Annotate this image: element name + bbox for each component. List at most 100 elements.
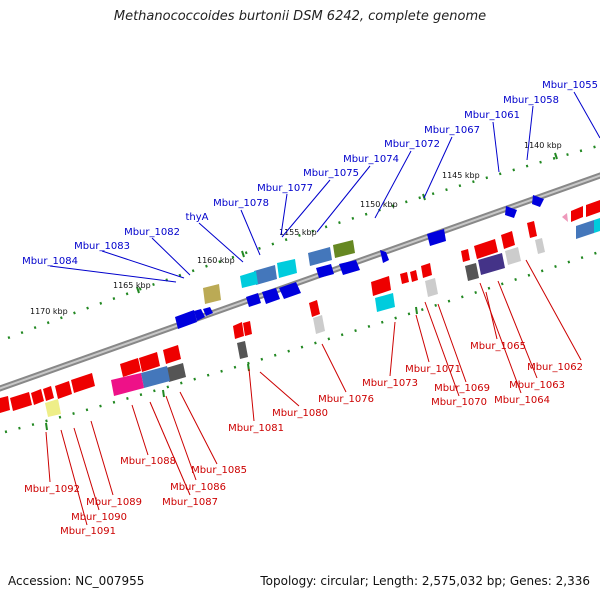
gene-arrow [163,345,181,364]
top-leader-lines [49,91,600,283]
gene-arrow [400,272,409,284]
gene-arrow [594,218,600,233]
gene-label: Mbur_1092 [24,484,80,495]
gene-label: Mbur_1080 [272,408,328,419]
bottom-strand-genes[interactable] [0,221,545,417]
gene-label: Mbur_1085 [191,465,247,476]
gene-label: Mbur_1065 [470,341,526,352]
gene-label: Mbur_1072 [384,139,440,150]
gene-arrow [203,307,213,316]
gene-label: Mbur_1064 [494,395,550,406]
scale-label-1150: 1150 kbp [360,200,398,209]
gene-arrow [203,284,221,304]
gene-arrow [71,373,95,393]
gene-arrow [308,247,332,266]
gene-label: Mbur_1061 [464,110,520,121]
gene-label: Mbur_1078 [213,198,269,209]
gene-arrow [427,229,446,246]
gene-arrow [339,260,360,275]
gene-label: Mbur_1075 [303,168,359,179]
gene-arrow [465,263,479,281]
gene-arrow [237,341,248,359]
gene-arrow [505,206,517,218]
gene-arrow [527,221,537,238]
gene-arrow [254,265,277,285]
gene-arrow [45,399,61,417]
gene-arrow [243,321,252,336]
gene-label: Mbur_1062 [527,362,583,373]
gene-label: Mbur_1063 [509,380,565,391]
gene-label: Mbur_1073 [362,378,418,389]
top-strand-genes[interactable] [175,195,600,329]
scale-label-1145: 1145 kbp [442,171,480,180]
gene-arrow [478,253,505,275]
gene-label: Mbur_1083 [74,241,130,252]
scale-label-1165: 1165 kbp [113,281,151,290]
gene-arrow [316,264,334,278]
gene-arrow [175,310,197,329]
gene-arrow [194,309,205,321]
topology-text: Topology: circular; Length: 2,575,032 bp… [260,574,590,588]
gene-arrow [55,381,72,399]
gene-arrow [576,220,594,239]
gene-label: Mbur_1055 [542,80,598,91]
gene-arrow [410,270,418,282]
gene-label: Mbur_1077 [257,183,313,194]
gene-arrow [562,213,568,222]
scale-label-1170: 1170 kbp [30,307,68,316]
gene-arrow [240,271,258,288]
gene-label: Mbur_1058 [503,95,559,106]
bottom-leader-lines [45,259,582,526]
gene-label: thyA [185,212,208,223]
gene-label: Mbur_1086 [170,482,226,493]
scale-labels: 1140 kbp 1145 kbp 1150 kbp 1155 kbp 1160… [30,141,562,316]
gene-arrow [10,392,32,411]
gene-arrow [380,250,389,263]
gene-arrow [141,366,170,388]
gene-arrow [571,206,583,222]
bottom-gene-labels[interactable]: Mbur_1062 Mbur_1063 Mbur_1064 Mbur_1065 … [24,341,583,537]
gene-arrow [111,373,144,396]
map-title: Methanococcoides burtonii DSM 6242, comp… [113,9,487,24]
gene-arrow [262,288,280,304]
gene-arrow [375,293,395,312]
gene-label: Mbur_1071 [405,364,461,375]
gene-label: Mbur_1084 [22,256,78,267]
gene-label: Mbur_1089 [86,497,142,508]
gene-label: Mbur_1076 [318,394,374,405]
gene-arrow [43,386,54,401]
gene-arrow [0,396,10,413]
gene-arrow [246,293,261,307]
gene-arrow [474,239,498,259]
gene-arrow [461,249,470,262]
gene-arrow [425,278,438,297]
gene-label: Mbur_1069 [434,383,490,394]
top-gene-labels[interactable]: Mbur_1055 Mbur_1058 Mbur_1061 Mbur_1067 … [22,80,598,267]
scale-label-1160: 1160 kbp [197,256,235,265]
gene-arrow [532,195,544,207]
gene-arrow [139,352,160,372]
gene-arrow [120,358,141,377]
gene-label: Mbur_1070 [431,397,487,408]
gene-arrow [166,363,186,382]
gene-arrow [421,263,432,278]
accession-text: Accession: NC_007955 [8,574,145,588]
gene-arrow [313,315,325,334]
major-ticks-lower [45,306,418,431]
gene-arrow [501,231,515,249]
gene-arrow [233,322,244,339]
gene-arrow [279,282,301,299]
gene-arrow [309,300,320,317]
gene-label: Mbur_1091 [60,526,116,537]
scale-label-1140: 1140 kbp [524,141,562,150]
scale-label-1155: 1155 kbp [279,228,317,237]
gene-label: Mbur_1088 [120,456,176,467]
gene-label: Mbur_1082 [124,227,180,238]
gene-arrow [31,389,44,405]
gene-label: Mbur_1081 [228,423,284,434]
gene-label: Mbur_1087 [162,497,218,508]
gene-arrow [586,200,600,217]
gene-label: Mbur_1067 [424,125,480,136]
gene-arrow [371,276,391,296]
